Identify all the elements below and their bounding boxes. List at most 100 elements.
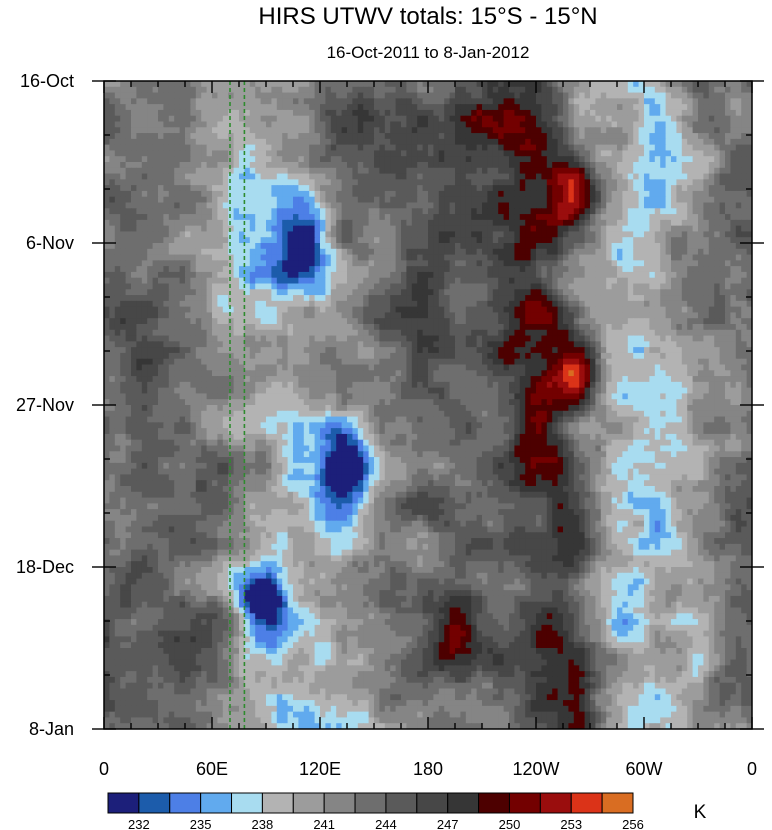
heatmap-cell: [341, 115, 348, 123]
heatmap-cell: [120, 248, 127, 256]
heatmap-cell: [525, 150, 532, 157]
heatmap-cell: [287, 283, 294, 290]
heatmap-cell: [163, 283, 170, 290]
heatmap-cell: [109, 243, 116, 250]
heatmap-cell: [352, 156, 359, 163]
heatmap-cell: [417, 260, 424, 267]
heatmap-cell: [735, 295, 742, 302]
heatmap-cell: [611, 190, 618, 198]
heatmap-cell: [471, 196, 478, 204]
heatmap-cell: [136, 98, 143, 105]
heatmap-cell: [725, 190, 731, 198]
heatmap-cell: [573, 150, 580, 157]
heatmap-cell: [606, 254, 613, 261]
heatmap-cell: [573, 202, 580, 209]
heatmap-cell: [627, 133, 634, 140]
heatmap-cell: [584, 254, 591, 261]
heatmap-cell: [476, 243, 483, 250]
heatmap-cell: [212, 231, 218, 238]
heatmap-cell: [190, 318, 197, 325]
heatmap-cell: [530, 225, 537, 233]
heatmap-cell: [590, 138, 596, 146]
heatmap-cell: [417, 144, 424, 152]
heatmap-cell: [368, 162, 375, 169]
heatmap-cell: [476, 277, 483, 285]
heatmap-cell: [455, 150, 461, 157]
heatmap-cell: [185, 92, 191, 99]
heatmap-cell: [233, 225, 240, 233]
heatmap-cell: [417, 150, 424, 157]
heatmap-cell: [557, 86, 564, 94]
heatmap-cell: [509, 202, 515, 209]
heatmap-cell: [320, 300, 326, 308]
heatmap-cell: [719, 127, 726, 134]
heatmap-cell: [217, 98, 224, 105]
heatmap-cell: [363, 133, 370, 140]
heatmap-cell: [179, 179, 186, 186]
heatmap-cell: [584, 162, 591, 169]
heatmap-cell: [131, 295, 137, 302]
heatmap-cell: [357, 92, 364, 99]
heatmap-cell: [487, 306, 494, 314]
heatmap-cell: [503, 283, 510, 290]
heatmap-cell: [190, 185, 197, 192]
heatmap-cell: [654, 289, 661, 296]
heatmap-cell: [703, 109, 710, 117]
heatmap-cell: [266, 98, 272, 105]
heatmap-cell: [336, 109, 343, 117]
heatmap-cell: [320, 138, 326, 146]
heatmap-cell: [649, 214, 656, 221]
heatmap-cell: [428, 260, 434, 267]
heatmap-cell: [708, 127, 715, 134]
heatmap-cell: [433, 266, 440, 273]
heatmap-cell: [314, 266, 321, 273]
heatmap-cell: [687, 162, 694, 169]
heatmap-cell: [125, 225, 132, 233]
heatmap-cell: [644, 167, 650, 175]
heatmap-cell: [152, 283, 159, 290]
heatmap-cell: [406, 196, 413, 204]
heatmap-cell: [681, 271, 688, 279]
heatmap-cell: [314, 86, 321, 94]
heatmap-cell: [735, 231, 742, 238]
heatmap-cell: [476, 214, 483, 221]
heatmap-cell: [217, 283, 224, 290]
heatmap-cell: [309, 306, 316, 314]
heatmap-cell: [120, 115, 127, 123]
heatmap-cell: [584, 127, 591, 134]
heatmap-cell: [492, 225, 499, 233]
heatmap-cell: [584, 156, 591, 163]
heatmap-cell: [357, 231, 364, 238]
heatmap-cell: [357, 318, 364, 325]
heatmap-cell: [233, 295, 240, 302]
heatmap-cell: [185, 104, 191, 111]
heatmap-cell: [687, 237, 694, 244]
heatmap-cell: [433, 318, 440, 325]
heatmap-cell: [417, 104, 424, 111]
heatmap-cell: [217, 318, 224, 325]
heatmap-cell: [320, 208, 326, 215]
heatmap-cell: [120, 300, 127, 308]
heatmap-cell: [730, 214, 737, 221]
heatmap-cell: [681, 248, 688, 256]
heatmap-cell: [233, 92, 240, 99]
heatmap-cell: [606, 248, 613, 256]
heatmap-cell: [179, 115, 186, 123]
heatmap-cell: [595, 86, 602, 94]
heatmap-cell: [557, 277, 564, 285]
heatmap-cell: [444, 185, 451, 192]
heatmap-cell: [309, 243, 316, 250]
heatmap-cell: [287, 295, 294, 302]
heatmap-cell: [141, 260, 148, 267]
heatmap-cell: [600, 260, 607, 267]
heatmap-cell: [584, 202, 591, 209]
heatmap-cell: [185, 121, 191, 128]
heatmap-cell: [276, 144, 283, 152]
heatmap-cell: [649, 121, 656, 128]
heatmap-cell: [525, 86, 532, 94]
heatmap-cell: [703, 127, 710, 134]
heatmap-cell: [401, 156, 407, 163]
heatmap-cell: [368, 86, 375, 94]
heatmap-cell: [595, 219, 602, 227]
heatmap-cell: [233, 196, 240, 204]
